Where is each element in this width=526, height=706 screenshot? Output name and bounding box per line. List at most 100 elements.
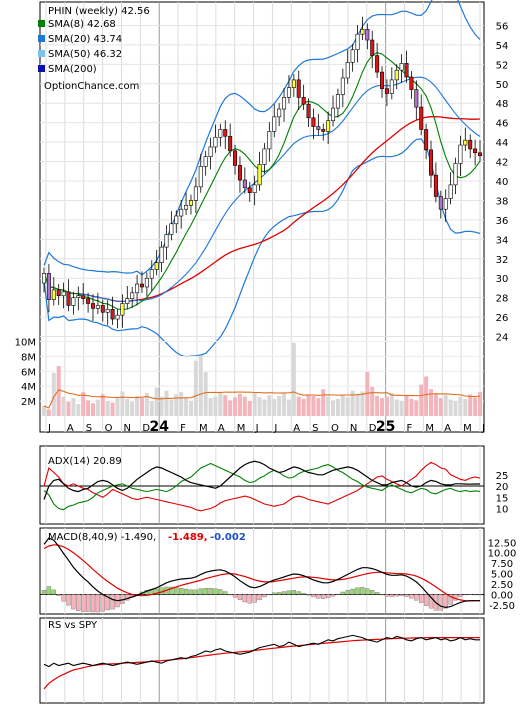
- month-label: J: [255, 423, 259, 434]
- macd-histogram-bar: [232, 594, 238, 598]
- adx-tick-label: 15: [496, 493, 509, 504]
- volume-bar: [71, 398, 76, 416]
- macd-histogram-bar: [252, 594, 257, 603]
- volume-bar: [365, 372, 370, 416]
- candle-body: [46, 273, 51, 300]
- candle-body: [267, 131, 272, 150]
- volume-bar: [272, 398, 277, 416]
- volume-bar: [125, 398, 130, 416]
- macd-histogram-bar: [272, 592, 277, 595]
- macd-histogram-bar: [321, 594, 326, 599]
- legend-swatch-sma200: [38, 65, 45, 72]
- adx-tick-label: 20: [496, 482, 509, 493]
- volume-bar: [184, 397, 189, 416]
- candle-body: [71, 297, 76, 306]
- macd-histogram-bar: [257, 594, 262, 601]
- volume-bar: [46, 409, 51, 416]
- price-tick-label: 32: [496, 255, 509, 266]
- candle-body: [154, 262, 159, 270]
- candle-body: [419, 106, 424, 130]
- candle-body: [90, 303, 95, 309]
- volume-bar: [326, 396, 331, 416]
- volume-bar: [193, 360, 198, 416]
- candle-body: [360, 29, 365, 35]
- month-label: O: [331, 423, 339, 434]
- macd-histogram-bar: [203, 588, 208, 595]
- adx-tick-label: 25: [496, 471, 509, 482]
- volume-bar: [90, 403, 95, 416]
- month-label: M: [237, 423, 246, 434]
- macd-tick-label: 10.00: [488, 549, 517, 560]
- volume-tick-label: 4M: [21, 382, 36, 393]
- macd-histogram-bar: [291, 590, 296, 595]
- volume-bar: [247, 401, 252, 416]
- legend-sma20: SMA(20) 43.74: [48, 34, 122, 45]
- volume-bar: [463, 398, 468, 416]
- macd-histogram-bar: [428, 594, 434, 609]
- macd-histogram-bar: [66, 594, 71, 606]
- volume-bar: [164, 390, 169, 416]
- candle-body: [389, 79, 394, 94]
- macd-histogram-bar: [81, 594, 86, 612]
- macd-histogram-bar: [213, 588, 218, 595]
- month-label: F: [180, 423, 186, 434]
- candle-body: [291, 79, 296, 88]
- candle-body: [355, 33, 360, 51]
- rs-label: RS vs SPY: [48, 620, 98, 631]
- candle-body: [311, 117, 316, 127]
- volume-tick-label: 6M: [21, 367, 36, 378]
- macd-histogram-bar: [179, 588, 184, 595]
- candle-body: [301, 97, 306, 105]
- macd-histogram-bar: [51, 589, 56, 595]
- macd-histogram-bar: [399, 594, 404, 596]
- month-label: O: [105, 423, 113, 434]
- rs-panel: [43, 634, 480, 690]
- volume-bar: [380, 398, 385, 416]
- candle-body: [237, 165, 242, 181]
- candle-body: [233, 150, 238, 166]
- chart-title: PHIN (weekly) 42.56: [48, 6, 150, 17]
- month-label: A: [444, 423, 451, 434]
- macd-histogram-bar: [335, 593, 341, 595]
- volume-bar: [438, 398, 443, 416]
- volume-bar: [282, 393, 287, 416]
- candle-body: [95, 305, 100, 309]
- macd-histogram-bar: [306, 594, 311, 596]
- volume-bar: [252, 392, 257, 416]
- volume-bar: [110, 402, 115, 416]
- candle-body: [262, 148, 267, 165]
- price-tick-label: 36: [496, 216, 509, 227]
- macd-histogram-bar: [85, 594, 91, 612]
- volume-bar: [223, 395, 228, 416]
- volume-bar: [179, 392, 184, 416]
- macd-histogram-bar: [276, 592, 282, 595]
- volume-bar: [301, 398, 306, 416]
- macd-histogram-bar: [267, 594, 272, 596]
- volume-bar: [311, 395, 316, 416]
- volume-bar: [414, 400, 419, 416]
- macd-histogram-bar: [90, 594, 96, 613]
- macd-histogram-bar: [76, 594, 81, 611]
- volume-bar: [149, 401, 154, 416]
- macd-histogram-bar: [316, 594, 321, 599]
- candle-body: [433, 174, 438, 197]
- volume-bar: [345, 397, 350, 416]
- month-label: A: [67, 423, 74, 434]
- macd-histogram-bar: [458, 594, 463, 598]
- price-tick-label: 54: [496, 41, 509, 52]
- macd-signal-value: -1.489,: [168, 532, 208, 543]
- macd-histogram-bar: [56, 594, 61, 596]
- volume-bar: [340, 395, 345, 416]
- macd-histogram-bar: [110, 594, 115, 610]
- volume-bar: [100, 394, 105, 416]
- volume-bar: [399, 401, 404, 416]
- macd-tick-label: 12.50: [488, 538, 517, 549]
- volume-bar: [409, 398, 414, 416]
- volume-bar: [56, 366, 61, 416]
- volume-bar: [242, 396, 247, 416]
- macd-histogram-bar: [370, 590, 375, 595]
- volume-bar: [198, 355, 203, 416]
- volume-panel: 10M 8M 6M 4M 2M: [15, 337, 484, 416]
- macd-histogram-bar: [223, 591, 228, 595]
- price-tick-label: 28: [496, 294, 509, 305]
